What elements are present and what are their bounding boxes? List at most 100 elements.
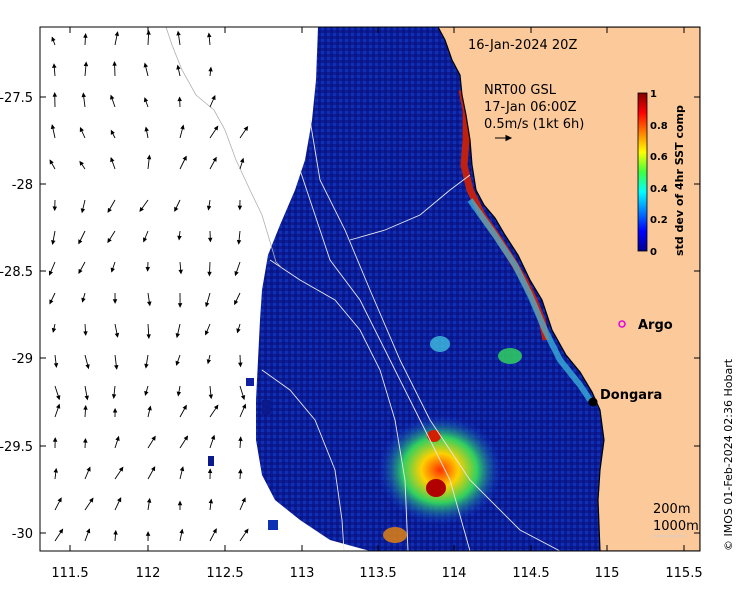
- current-vector-head: [176, 391, 182, 397]
- y-tick-label: -27.5: [0, 91, 33, 106]
- vector-scale-label: 0.5m/s (1kt 6h): [484, 117, 584, 132]
- current-vector-head: [53, 362, 59, 368]
- current-time-label: 17-Jan 06:00Z: [484, 100, 577, 115]
- y-axis: -27.5 -28 -28.5 -29 -29.5 -30: [0, 91, 700, 542]
- colorbar-tick: 0.6: [650, 152, 668, 163]
- current-vector-head: [175, 333, 181, 339]
- current-vector-head: [113, 529, 118, 535]
- current-vector-head: [241, 403, 247, 409]
- current-vector-head: [114, 332, 120, 338]
- x-tick-label: 115: [595, 566, 620, 581]
- current-vector-head: [237, 205, 243, 211]
- current-vector-head: [206, 205, 212, 211]
- current-vector-head: [183, 435, 189, 441]
- current-vector-head: [234, 299, 239, 306]
- place-label-dongara: Dongara: [600, 388, 662, 403]
- current-vector-head: [241, 497, 246, 503]
- current-vector-head: [243, 528, 249, 534]
- current-vector-head: [208, 394, 214, 400]
- dongara-marker: [588, 397, 598, 407]
- current-vector-head: [143, 97, 149, 103]
- current-vector-head: [78, 239, 83, 245]
- current-vector-head: [182, 404, 187, 410]
- current-vector-head: [114, 31, 119, 37]
- current-vector-head: [117, 497, 122, 503]
- current-vector-head: [179, 528, 184, 534]
- current-vector-head: [144, 363, 149, 369]
- current-vector-head: [81, 297, 86, 303]
- current-vector-head: [176, 30, 181, 36]
- current-vector-head: [240, 395, 246, 401]
- current-vector-head: [212, 156, 217, 162]
- current-vector-head: [145, 267, 151, 272]
- current-vector-head: [179, 466, 185, 472]
- current-vector-head: [110, 129, 115, 135]
- current-vector-head: [207, 32, 212, 38]
- isobath-label-1000m: 1000m: [653, 519, 699, 534]
- x-tick-label: 111.5: [51, 566, 88, 581]
- current-vector-head: [238, 468, 243, 474]
- x-tick-label: 114.5: [512, 566, 549, 581]
- isobath-label-200m: 200m: [653, 502, 690, 517]
- current-vector-head: [115, 435, 120, 441]
- current-vector-head: [208, 66, 213, 72]
- current-vector-head: [51, 36, 56, 42]
- current-vector-head: [110, 94, 115, 100]
- current-vector-head: [51, 240, 56, 246]
- x-tick-label: 113.5: [359, 566, 396, 581]
- y-tick-label: -28.5: [0, 265, 33, 280]
- current-vector-head: [50, 124, 56, 130]
- bathy-contour: [165, 27, 283, 269]
- colorbar: 1 0.8 0.6 0.4 0.2 0 std dev of 4hr SST c…: [637, 89, 686, 258]
- current-vector-head: [78, 268, 83, 275]
- current-vector-head: [234, 271, 239, 277]
- y-tick-label: -29.5: [0, 440, 33, 455]
- current-vector-head: [243, 125, 249, 131]
- current-vector-head: [212, 528, 217, 534]
- current-vector-head: [213, 404, 219, 410]
- x-tick-label: 112.5: [206, 566, 243, 581]
- current-vector-head: [79, 126, 84, 133]
- current-vector-head: [83, 437, 88, 443]
- current-vector-head: [83, 331, 88, 336]
- colorbar-gradient: [637, 92, 648, 252]
- place-label-argo: Argo: [638, 318, 673, 333]
- current-vector-head: [86, 466, 91, 472]
- current-vector-head: [207, 271, 212, 277]
- sst-data-swath: [256, 27, 604, 551]
- date-label: 16-Jan-2024 20Z: [468, 38, 577, 53]
- x-tick-label: 112: [136, 566, 161, 581]
- current-vector-head: [53, 467, 58, 473]
- land-australia: [437, 27, 700, 551]
- current-vector-head: [151, 435, 156, 441]
- credit-text: © IMOS 01-Feb-2024 02:36 Hobart: [722, 358, 735, 551]
- current-vector-head: [206, 359, 212, 365]
- current-vector-head: [56, 395, 61, 401]
- current-vector-head: [84, 395, 89, 401]
- sst-eddy-hotspot: [378, 415, 502, 525]
- colorbar-tick: 1: [650, 89, 657, 100]
- current-vector-head: [49, 299, 54, 305]
- current-vector-head: [49, 159, 54, 165]
- plot-frame: [39, 26, 701, 552]
- current-vector-head: [174, 206, 179, 212]
- current-vector-head: [177, 303, 183, 308]
- argo-marker: [618, 320, 626, 328]
- current-vector-head: [144, 126, 149, 132]
- current-vector-head: [210, 434, 216, 440]
- current-vector-head: [207, 468, 213, 474]
- current-vector-head: [175, 360, 180, 366]
- current-vector-head: [107, 238, 112, 244]
- x-tick-label: 115.5: [665, 566, 702, 581]
- current-vector-head: [177, 500, 183, 506]
- current-vector-head: [144, 390, 149, 397]
- current-vector-head: [146, 154, 152, 160]
- current-vector-head: [118, 466, 124, 472]
- current-vector-head: [236, 239, 242, 245]
- current-vector-head: [52, 92, 58, 97]
- current-vector-head: [143, 62, 149, 68]
- current-vector-head: [176, 64, 181, 70]
- current-vector-head: [205, 302, 210, 308]
- current-vector-head: [146, 334, 151, 340]
